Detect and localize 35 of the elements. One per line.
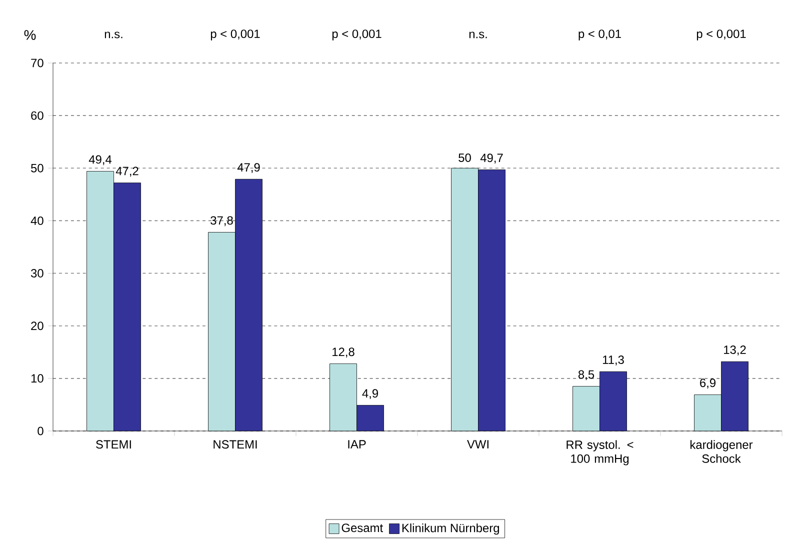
- x-tick-label: IAP: [348, 440, 366, 448]
- data-label: 6,9: [700, 378, 716, 389]
- x-tick-label: RR systol. < 100 mmHg: [566, 440, 634, 466]
- data-label: 47,2: [116, 166, 138, 177]
- text: p < 0,01: [578, 30, 621, 40]
- y-tick-label: 20: [31, 322, 44, 330]
- legend-label: Gesamt: [342, 524, 383, 532]
- x-tick-label: STEMI: [96, 440, 131, 449]
- data-label: 49,4: [88, 155, 112, 166]
- x-tick-label: kardiogener Schock: [690, 440, 753, 463]
- y-tick-label: 60: [31, 111, 44, 120]
- y-tick-label: 10: [31, 374, 44, 383]
- y-tick-label: 70: [31, 58, 44, 68]
- data-label: 11,3: [602, 356, 624, 366]
- data-label: 50: [458, 153, 471, 162]
- y-axis-title: %: [24, 30, 36, 40]
- x-tick-label: NSTEMI: [214, 440, 257, 449]
- y-tick-label: 30: [30, 269, 44, 278]
- text: n.s.: [469, 32, 487, 38]
- data-label: 4,9: [362, 389, 378, 400]
- text: n.s.: [104, 32, 122, 38]
- text: p < 0,001: [210, 30, 260, 40]
- data-label: 47,9: [237, 163, 260, 173]
- y-tick-label: 0: [38, 426, 44, 436]
- data-label: 8,5: [578, 370, 594, 380]
- y-tick-label: 40: [30, 216, 44, 225]
- x-tick-label: VWI: [467, 440, 488, 448]
- data-label: 37,8: [210, 216, 233, 226]
- text: p < 0,001: [696, 30, 746, 40]
- text: p < 0,001: [332, 30, 382, 40]
- data-label: 12,8: [332, 348, 354, 358]
- data-label: 49,7: [480, 154, 503, 164]
- data-label: 13,2: [724, 346, 746, 356]
- legend-label: Klinikum Nürnberg: [402, 524, 499, 535]
- y-tick-label: 50: [31, 164, 44, 172]
